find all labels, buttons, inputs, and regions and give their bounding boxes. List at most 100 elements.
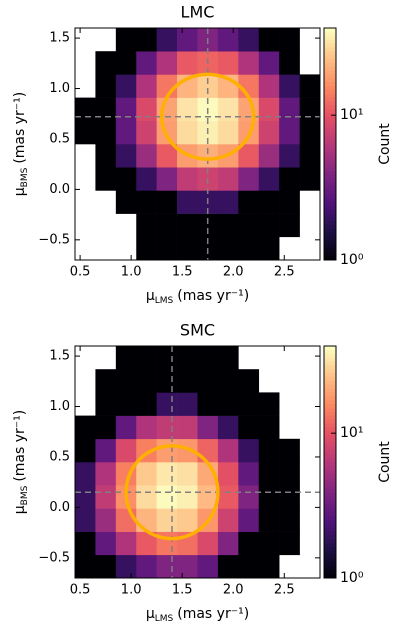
colorbar-segment bbox=[324, 550, 336, 556]
heat-cell bbox=[279, 97, 300, 122]
colorbar-segment bbox=[324, 167, 336, 172]
colorbar-segment bbox=[324, 392, 336, 397]
heat-cell bbox=[115, 144, 137, 168]
heat-cell bbox=[279, 120, 300, 145]
colorbar-segment bbox=[324, 531, 336, 536]
heat-cell bbox=[258, 74, 280, 98]
heat-cell bbox=[75, 485, 96, 509]
heat-cell bbox=[115, 120, 137, 145]
colorbar-segment bbox=[324, 454, 336, 459]
colorbar-segment bbox=[324, 97, 336, 102]
y-tick-label: −0.5 bbox=[38, 550, 70, 565]
colorbar-segment bbox=[324, 198, 336, 203]
colorbar-segment bbox=[324, 28, 336, 33]
colorbar-segment bbox=[324, 384, 336, 390]
heat-cell bbox=[136, 120, 157, 145]
heat-cell bbox=[258, 213, 280, 238]
colorbar-segment bbox=[324, 109, 336, 114]
heat-cell bbox=[279, 28, 300, 52]
heat-cell bbox=[136, 462, 157, 486]
colorbar-segment bbox=[324, 182, 336, 188]
x-axis-label: μLMS (mas yr⁻¹) bbox=[146, 288, 249, 306]
symbol: μ bbox=[146, 288, 155, 304]
heat-cell bbox=[156, 28, 178, 52]
heat-cell bbox=[156, 120, 178, 145]
subscript: LMS bbox=[155, 296, 174, 306]
unit: (mas yr⁻¹) bbox=[177, 288, 249, 304]
heat-cell bbox=[177, 438, 198, 463]
heat-cell bbox=[217, 415, 239, 440]
colorbar-segment bbox=[324, 221, 336, 226]
heat-cell bbox=[258, 462, 280, 486]
heat-cell bbox=[217, 167, 239, 191]
heat-cell bbox=[136, 531, 157, 556]
heat-cell bbox=[75, 120, 96, 145]
colorbar-segment bbox=[324, 43, 336, 48]
colorbar-segment bbox=[324, 558, 336, 564]
colorbar-segment bbox=[324, 462, 336, 467]
heat-cell bbox=[238, 554, 260, 579]
heat-cell bbox=[156, 462, 178, 486]
colorbar-segment bbox=[324, 469, 336, 475]
heat-cell bbox=[115, 369, 137, 393]
heat-cell bbox=[258, 144, 280, 168]
heat-cell bbox=[279, 190, 300, 214]
heat-cell bbox=[197, 415, 219, 440]
colorbar-frame bbox=[323, 27, 337, 261]
heat-cell bbox=[177, 392, 198, 416]
colorbar-segment bbox=[324, 252, 336, 257]
heat-cell bbox=[217, 531, 239, 556]
heat-cell bbox=[75, 531, 96, 556]
colorbar-segment bbox=[324, 465, 336, 471]
colorbar-segment bbox=[324, 566, 336, 571]
colorbar-segment bbox=[324, 349, 336, 355]
colorbar-segment bbox=[324, 136, 336, 141]
heat-cell bbox=[156, 144, 178, 168]
heat-cell bbox=[238, 415, 260, 440]
colorbar-segment bbox=[324, 229, 336, 234]
heat-cell bbox=[279, 51, 300, 75]
heat-cell bbox=[197, 346, 219, 370]
colorbar-segment bbox=[324, 171, 336, 176]
colorbar-segment bbox=[324, 357, 336, 362]
heat-cell bbox=[115, 167, 137, 191]
heat-cell bbox=[258, 392, 280, 416]
heat-cell bbox=[136, 167, 157, 191]
heat-cell bbox=[217, 462, 239, 486]
colorbar-segment bbox=[324, 93, 336, 99]
heat-cell bbox=[177, 167, 198, 191]
colorbar-segment bbox=[324, 232, 336, 238]
y-tick-label: −0.5 bbox=[38, 232, 70, 247]
colorbar-segment bbox=[324, 458, 336, 463]
heat-cell bbox=[95, 369, 117, 393]
y-tick-label: 1.5 bbox=[49, 349, 70, 364]
heat-cell bbox=[75, 508, 96, 532]
colorbar-segment bbox=[324, 209, 336, 215]
heat-cell bbox=[238, 51, 260, 75]
heat-cell bbox=[136, 144, 157, 168]
colorbar-segment bbox=[324, 539, 336, 544]
colorbar-segment bbox=[324, 113, 336, 118]
colorbar-segment bbox=[324, 512, 336, 517]
colorbar-segment bbox=[324, 194, 336, 199]
colorbar-segment bbox=[324, 411, 336, 417]
heat-cell bbox=[177, 415, 198, 440]
heat-cell bbox=[136, 369, 157, 393]
colorbar-tick-label: 10¹ bbox=[340, 425, 363, 441]
colorbar-segment bbox=[324, 446, 336, 451]
heat-cell bbox=[115, 28, 137, 52]
heat-cell bbox=[136, 51, 157, 75]
heat-cell bbox=[238, 531, 260, 556]
heat-cell bbox=[177, 462, 198, 486]
colorbar-segment bbox=[324, 147, 336, 153]
heat-cell bbox=[258, 190, 280, 214]
colorbar-segment bbox=[324, 151, 336, 157]
colorbar-segment bbox=[324, 47, 336, 52]
heat-cell bbox=[258, 485, 280, 509]
heat-cell bbox=[258, 531, 280, 556]
colorbar-segment bbox=[324, 520, 336, 525]
heat-cell bbox=[156, 415, 178, 440]
heat-cell bbox=[95, 144, 117, 168]
subscript: BMS bbox=[20, 485, 30, 505]
